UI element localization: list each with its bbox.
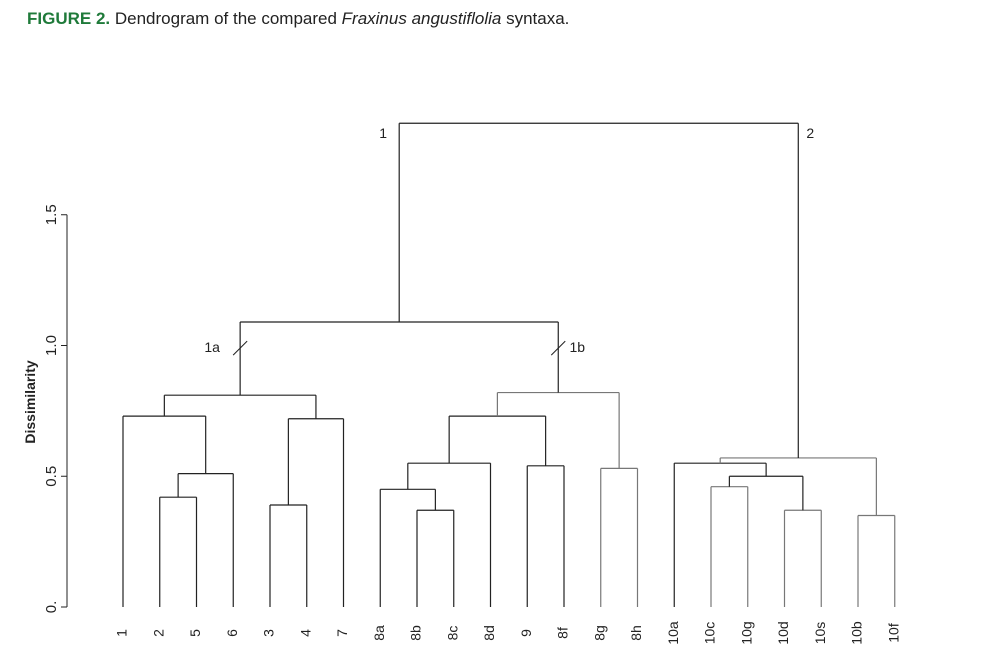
leaf-label: 8c	[444, 626, 460, 641]
leaf-label: 10c	[702, 622, 718, 645]
leaf-label: 10f	[885, 623, 901, 643]
leaf-label: 8g	[591, 625, 607, 641]
y-axis-label: Dissimilarity	[22, 360, 38, 443]
leaf-label: 10d	[775, 621, 791, 644]
leaf-label: 2	[150, 629, 166, 637]
leaf-label: 1	[114, 629, 130, 637]
leaf-label: 8f	[555, 627, 571, 639]
branch-cut-mark	[550, 340, 566, 356]
dendrogram-branches	[122, 122, 896, 607]
leaf-label: 10s	[812, 622, 828, 645]
y-tick-label: 0.	[43, 601, 60, 614]
y-tick-label: 1.0	[43, 335, 60, 356]
leaf-label: 8a	[371, 625, 387, 641]
cluster-label: 2	[806, 125, 814, 141]
leaf-label: 8b	[408, 625, 424, 641]
caption-text-before: Dendrogram of the compared	[114, 9, 337, 28]
branch-cut-mark	[232, 340, 248, 356]
cluster-label: 1a	[204, 339, 220, 355]
caption-species: Fraxinus angustiflolia	[341, 9, 502, 28]
leaf-label: 8h	[628, 625, 644, 641]
leaf-label: 4	[297, 629, 313, 637]
cluster-label: 1	[379, 125, 387, 141]
leaf-label: 3	[261, 629, 277, 637]
y-tick-label: 1.5	[43, 204, 60, 225]
leaf-label: 10g	[738, 621, 754, 644]
y-axis: 0. 0.5 1.0 1.5	[43, 204, 68, 614]
figure-label: FIGURE 2.	[27, 9, 111, 28]
leaf-label: 10b	[849, 621, 865, 645]
y-tick-label: 0.5	[43, 466, 60, 487]
leaf-label: 8d	[481, 625, 497, 641]
leaf-labels: 1 2 5 6 3 4 7 8a 8b 8c 8d 9 8f 8g 8h 10a 10c 10g 10d 10s 10b…	[114, 621, 902, 645]
leaf-label: 9	[518, 629, 534, 637]
cluster-label: 1b	[569, 339, 585, 355]
leaf-label: 5	[187, 629, 203, 637]
leaf-label: 6	[224, 629, 240, 637]
caption-text-after: syntaxa.	[506, 9, 570, 28]
leaf-label: 7	[334, 629, 350, 637]
figure-caption: FIGURE 2. Dendrogram of the compared Fra…	[27, 9, 569, 29]
leaf-label: 10a	[665, 621, 681, 645]
cluster-annotations: 1 2 1a 1b	[204, 125, 814, 356]
